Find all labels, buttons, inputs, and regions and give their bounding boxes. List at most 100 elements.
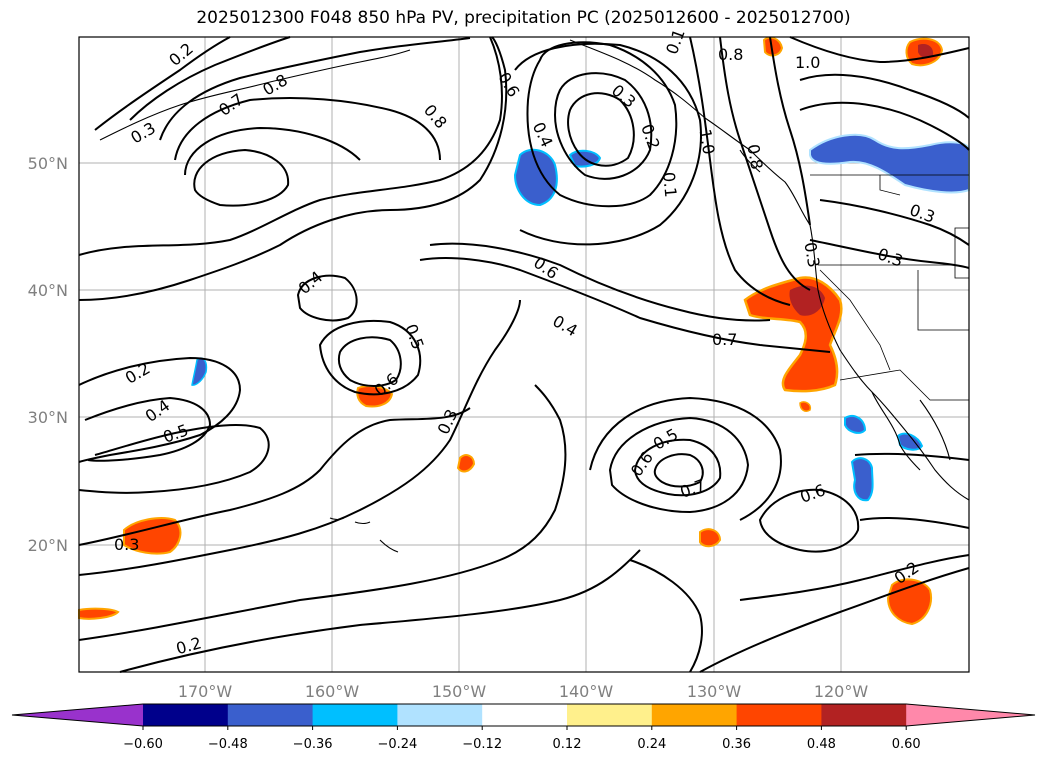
contour-line [689, 36, 791, 306]
precip-positive-area [78, 607, 120, 620]
contour-line [629, 559, 703, 673]
contour-line [429, 242, 771, 322]
colorbar-segment [312, 704, 398, 726]
colorbar-tick-label: −0.24 [377, 737, 417, 752]
colorbar-tick-label: 0.60 [892, 737, 921, 752]
lat-tick-label: 40°N [28, 281, 68, 300]
contour-line [174, 97, 441, 161]
coastline [919, 399, 951, 461]
lon-tick-label: 120°W [814, 682, 869, 701]
contour-line [94, 36, 231, 131]
contour-line [159, 37, 471, 141]
contour-line [193, 148, 290, 207]
colorbar-segment [143, 704, 229, 726]
lon-axis: 170°W 160°W 150°W 140°W 130°W 120°W [178, 682, 869, 701]
map-title: 2025012300 F048 850 hPa PV, precipitatio… [196, 8, 851, 28]
lon-tick-label: 140°W [559, 682, 614, 701]
contour-line [78, 299, 521, 576]
contour-line [854, 452, 970, 461]
precip-positive-area [799, 401, 812, 412]
map-background [79, 37, 969, 672]
contour-line [514, 42, 702, 246]
contour-line [78, 356, 242, 463]
coastline [354, 521, 371, 525]
contour-label: 0.1 [659, 171, 680, 198]
contour-line [78, 36, 508, 301]
contour-line [633, 438, 722, 497]
contour-line [296, 274, 358, 322]
contour-label: 1.0 [695, 128, 718, 156]
colorbar: −0.60 −0.48 −0.36 −0.24 −0.12 0.12 0.24 0.36 0.4… [11, 703, 1036, 752]
contour-line [799, 73, 970, 119]
colorbar-segment [821, 704, 907, 726]
colorbar-extend-high [906, 704, 1035, 726]
contour-line [553, 72, 653, 180]
colorbar-segment [227, 704, 314, 726]
lon-tick-label: 160°W [305, 682, 360, 701]
precip-positive-area [456, 454, 476, 473]
precip-negative-dark [918, 44, 934, 58]
colorbar-tick-label: −0.36 [293, 737, 333, 752]
contour-line [84, 396, 212, 462]
contour-line [758, 488, 860, 553]
contour-line [809, 239, 970, 269]
contour-line [337, 336, 402, 387]
colorbar-segment [397, 704, 483, 726]
colorbar-segment [482, 704, 568, 726]
lon-tick-label: 130°W [687, 682, 742, 701]
coastline [809, 224, 970, 501]
colorbar-tick-label: 0.36 [722, 737, 751, 752]
lat-tick-label: 20°N [28, 536, 68, 555]
contour-line [699, 567, 970, 673]
contour-label: 0.3 [800, 241, 823, 269]
contour-line [78, 407, 471, 546]
colorbar-segment [567, 704, 653, 726]
lat-tick-label: 50°N [28, 154, 68, 173]
precip-negative-area [850, 457, 874, 502]
contour-line [129, 36, 291, 121]
borders [810, 174, 970, 401]
coastlines [99, 39, 970, 553]
precip-shading [78, 36, 970, 626]
contour-line [819, 199, 970, 246]
colorbar-tick-label: −0.48 [208, 737, 248, 752]
lon-tick-label: 170°W [178, 682, 233, 701]
precip-positive-area [699, 528, 722, 548]
contour-label: 1.0 [795, 53, 820, 72]
colorbar-tick-label: 0.48 [807, 737, 836, 752]
map-frame [78, 36, 970, 673]
contour-line [318, 319, 422, 396]
precip-negative-dark [789, 285, 825, 316]
contour-line [589, 396, 782, 521]
contour-line [78, 384, 567, 641]
contour-line [799, 101, 970, 151]
contour-line [719, 36, 811, 291]
colorbar-tick-label: 0.12 [553, 737, 582, 752]
coastline [99, 49, 411, 141]
colorbar-tick-label: −0.60 [123, 737, 163, 752]
colorbar-tick-label: −0.12 [462, 737, 502, 752]
coastline [739, 149, 761, 173]
colorbar-tick-label: 0.24 [637, 737, 666, 752]
lon-tick-label: 150°W [432, 682, 487, 701]
precip-negative-area [844, 414, 867, 434]
contour-label: 0.3 [114, 535, 139, 554]
colorbar-segment [736, 704, 822, 726]
contour-line [739, 554, 970, 601]
contour-line [789, 36, 970, 64]
coastline [871, 391, 921, 471]
contour-line [859, 516, 970, 529]
contour-line [78, 424, 270, 494]
contour-line [419, 257, 831, 353]
contour-line [184, 126, 361, 176]
coastline [379, 539, 399, 553]
contour-label: 0.8 [718, 45, 743, 64]
contour-line [119, 549, 641, 673]
colorbar-extend-low [12, 704, 143, 726]
precip-negative-area [513, 148, 558, 207]
pv-contours [78, 36, 970, 673]
contour-line [567, 92, 635, 167]
contour-label: 0.7 [712, 330, 737, 349]
contour-line [769, 36, 811, 226]
